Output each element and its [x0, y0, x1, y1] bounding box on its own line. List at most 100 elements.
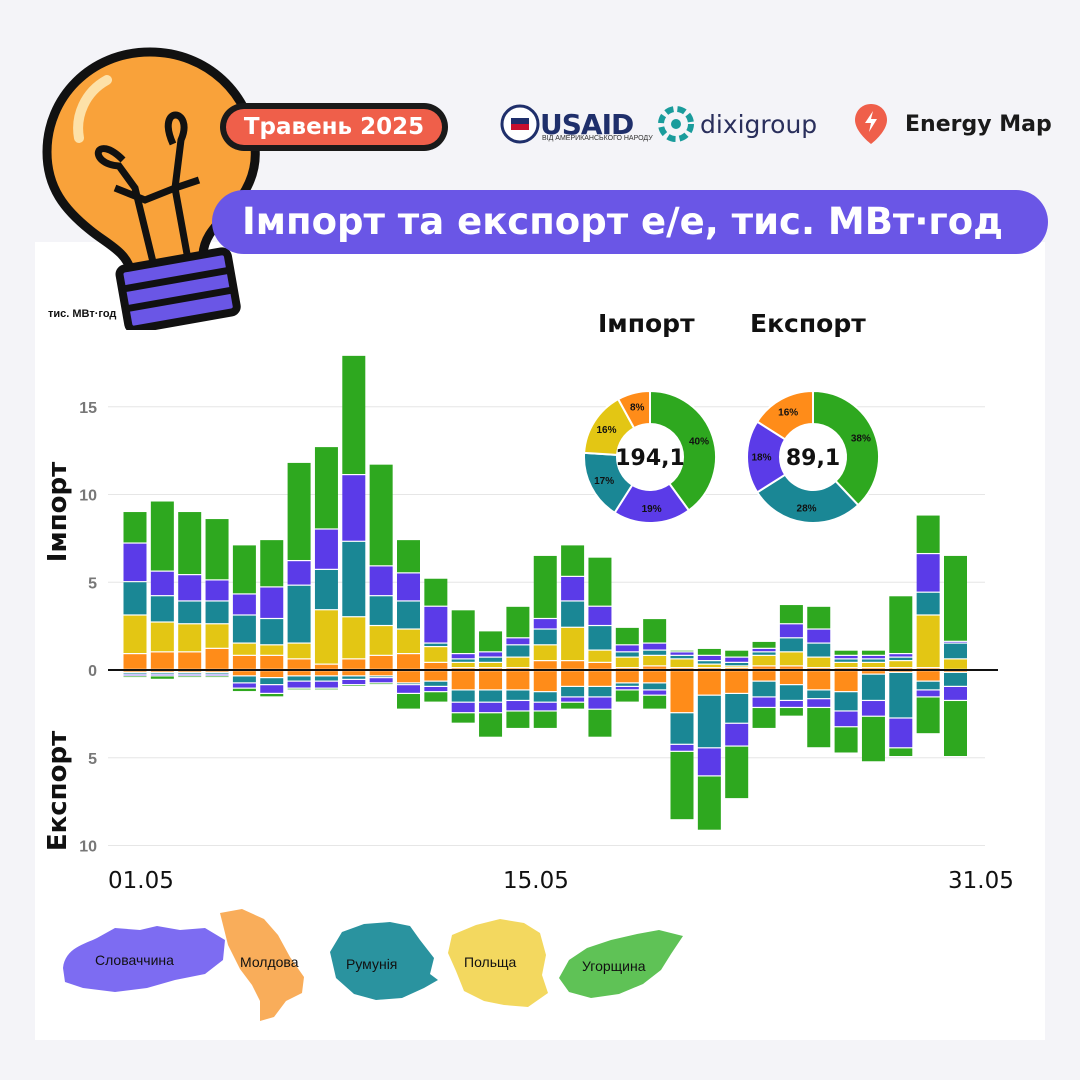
bar-import-slovakia — [861, 655, 885, 659]
bar-import-slovakia — [834, 655, 858, 659]
bar-export-slovakia — [506, 701, 530, 711]
donut-import-total: 194,1 — [615, 446, 685, 471]
donut-export-slice-hungary — [812, 389, 880, 507]
energy-map-pin-icon — [855, 104, 887, 144]
bar-export-hungary — [479, 713, 503, 737]
bar-import-romania — [533, 629, 557, 645]
bar-import-hungary — [178, 512, 202, 575]
bar-export-slovakia — [397, 685, 420, 693]
bar-export-moldova — [424, 671, 448, 681]
donut-import-title: Імпорт — [598, 309, 695, 338]
bar-import-slovakia — [588, 606, 612, 625]
bar-import-hungary — [561, 545, 585, 576]
bar-export-hungary — [451, 713, 475, 723]
bar-export-hungary — [342, 685, 366, 686]
bar-import-poland — [861, 662, 885, 668]
romania-map-icon — [330, 922, 438, 1000]
bar-import-romania — [889, 657, 913, 661]
usaid-logo-text: USAID — [540, 107, 634, 141]
bar-import-romania — [397, 601, 420, 629]
bar-import-hungary — [232, 545, 256, 594]
bar-export-romania — [232, 676, 256, 683]
bar-export-romania — [561, 686, 585, 697]
y-tick-label: 10 — [79, 839, 97, 856]
lightbulb-icon — [42, 47, 260, 330]
bar-export-slovakia — [615, 686, 639, 690]
bar-export-moldova — [150, 671, 174, 672]
bar-export-hungary — [123, 676, 147, 678]
bar-import-slovakia — [506, 638, 530, 645]
bar-import-poland — [834, 662, 858, 668]
legend-item-moldova: Молдова — [212, 905, 312, 1023]
bar-import-poland — [287, 643, 311, 659]
bar-export-romania — [916, 681, 940, 690]
bar-export-hungary — [615, 690, 639, 702]
bar-export-romania — [670, 713, 694, 744]
bar-export-romania — [615, 683, 639, 686]
bar-import-moldova — [287, 659, 311, 669]
bar-import-romania — [178, 601, 202, 624]
bar-export-moldova — [533, 671, 557, 692]
x-tick-label-last: 31.05 — [948, 868, 1014, 894]
bar-import-poland — [725, 666, 749, 668]
bar-import-slovakia — [424, 606, 448, 643]
bar-import-slovakia — [232, 594, 256, 615]
bar-export-slovakia — [424, 686, 448, 692]
bar-import-hungary — [287, 462, 311, 560]
bar-import-moldova — [232, 655, 256, 669]
bar-export-moldova — [916, 671, 940, 681]
bar-import-moldova — [643, 666, 667, 669]
dixigroup-logo-text: dixigroup — [700, 109, 818, 139]
bar-import-moldova — [807, 668, 831, 669]
bar-import-poland — [752, 655, 776, 666]
bar-export-hungary — [260, 694, 284, 697]
legend-label-poland: Польща — [464, 954, 517, 970]
energy-map-logo: Energy Map — [853, 102, 1052, 146]
bar-import-romania — [615, 652, 639, 657]
bar-import-romania — [260, 619, 284, 645]
bar-export-hungary — [834, 727, 858, 753]
bar-export-romania — [314, 676, 338, 681]
bar-import-moldova — [205, 648, 229, 669]
bar-export-romania — [588, 686, 612, 697]
bar-export-moldova — [725, 671, 749, 693]
bar-export-slovakia — [260, 685, 284, 693]
bar-import-moldova — [615, 668, 639, 669]
bar-export-moldova — [889, 671, 913, 672]
bar-import-moldova — [397, 654, 420, 669]
bar-export-romania — [287, 676, 311, 681]
bar-import-moldova — [752, 666, 776, 669]
bar-export-romania — [861, 674, 885, 700]
bar-export-slovakia — [944, 686, 967, 700]
bar-export-romania — [424, 681, 448, 686]
bar-import-moldova — [670, 668, 694, 669]
moldova-map-icon — [220, 909, 304, 1021]
bar-import-poland — [889, 661, 913, 668]
bar-import-slovakia — [178, 575, 202, 601]
legend-label-slovakia: Словаччина — [95, 952, 174, 968]
bar-export-slovakia — [752, 697, 776, 707]
bar-export-hungary — [807, 708, 831, 748]
bar-import-moldova — [451, 668, 475, 669]
bar-export-slovakia — [178, 674, 202, 676]
donut-slice-label: 8% — [630, 403, 645, 414]
slovakia-map-icon — [63, 926, 225, 992]
dixigroup-mark-icon — [658, 106, 694, 142]
bar-import-moldova — [533, 661, 557, 669]
bar-import-romania — [588, 626, 612, 650]
bar-import-poland — [178, 624, 202, 652]
bar-import-slovakia — [287, 561, 311, 585]
legend-item-slovakia: Словаччина — [55, 918, 230, 998]
bar-export-romania — [369, 676, 393, 678]
bar-export-hungary — [150, 676, 174, 679]
bar-export-romania — [643, 683, 667, 690]
bar-import-hungary — [861, 650, 885, 655]
bar-import-poland — [944, 659, 967, 669]
bar-export-moldova — [479, 671, 503, 690]
bar-export-moldova — [287, 671, 311, 676]
bar-import-hungary — [834, 650, 858, 655]
bar-export-slovakia — [588, 697, 612, 709]
bar-export-moldova — [752, 671, 776, 681]
bar-export-hungary — [670, 751, 694, 820]
